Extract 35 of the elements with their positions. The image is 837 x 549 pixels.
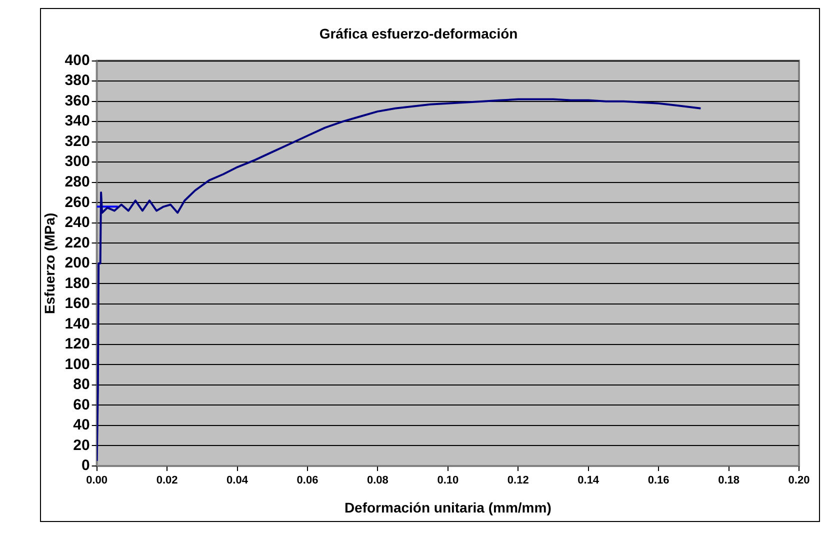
y-tick-label: 260 xyxy=(64,194,90,211)
y-tick-label: 60 xyxy=(73,396,90,414)
y-tick-label: 300 xyxy=(64,153,90,170)
x-tick-label: 0.02 xyxy=(156,474,178,487)
y-tick-label: 0 xyxy=(81,457,90,474)
x-tick-label: 0.10 xyxy=(437,474,459,487)
x-tick-label: 0.14 xyxy=(578,474,600,487)
y-tick-label: 380 xyxy=(64,72,90,90)
y-tick-label: 100 xyxy=(64,356,90,373)
y-tick-label: 80 xyxy=(73,376,90,394)
y-tick-label: 120 xyxy=(64,336,90,353)
y-axis-title: Esfuerzo (MPa) xyxy=(41,212,58,314)
y-tick-label: 340 xyxy=(64,112,90,130)
x-tick-label: 0.08 xyxy=(366,474,388,487)
y-tick-label: 240 xyxy=(64,214,90,232)
y-tick-label: 220 xyxy=(64,234,90,252)
x-tick-label: 0.04 xyxy=(226,474,249,487)
y-tick-label: 360 xyxy=(64,92,90,110)
x-tick-label: 0.12 xyxy=(507,474,529,487)
x-tick-label: 0.06 xyxy=(296,474,318,487)
y-tick-label: 400 xyxy=(64,52,90,69)
x-tick-label: 0.20 xyxy=(788,474,810,487)
chart-title: Gráfica esfuerzo-deformación xyxy=(319,25,518,42)
y-tick-label: 280 xyxy=(64,174,90,190)
y-tick-label: 320 xyxy=(64,132,90,150)
x-axis-title: Deformación unitaria (mm/mm) xyxy=(344,499,552,516)
y-tick-label: 40 xyxy=(73,416,90,434)
y-tick-label: 20 xyxy=(73,436,90,454)
x-tick-label: 0.00 xyxy=(86,474,108,487)
y-tick-label: 140 xyxy=(64,315,90,332)
y-tick-label: 200 xyxy=(64,254,90,272)
x-tick-label: 0.18 xyxy=(718,474,740,487)
x-tick-label: 0.16 xyxy=(648,474,670,487)
y-tick-label: 180 xyxy=(64,274,90,292)
y-tick-label: 160 xyxy=(64,295,90,312)
